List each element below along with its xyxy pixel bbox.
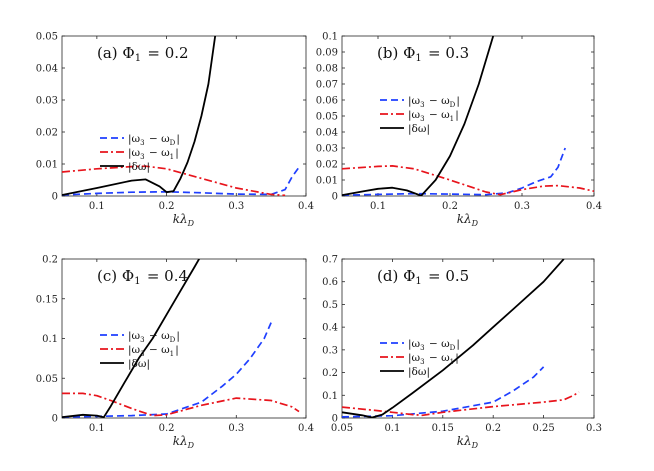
y-tick-label: 0.4 xyxy=(322,323,338,334)
legend-label: |ω3 − ωD | xyxy=(128,330,180,344)
x-axis-label: kλD xyxy=(457,434,480,450)
x-tick-label: 0.3 xyxy=(514,201,530,212)
panel-title: (a) Φ1 = 0.2 xyxy=(97,44,189,64)
panel-4: 0.05 0.1 0.15 0.2 0.25 0.3 0 0.1 0.2 0.3 0.4 0.5 0.6… xyxy=(322,255,602,451)
legend-label: |δω| xyxy=(408,123,430,136)
x-tick-label: 0.1 xyxy=(384,423,400,434)
y-tick-label: 0.04 xyxy=(316,128,338,139)
y-tick-label: 0.05 xyxy=(36,374,58,385)
panel-title: (c) Φ1 = 0.4 xyxy=(97,267,188,287)
y-tick-label: 0.05 xyxy=(316,112,338,123)
y-tick-label: 0.1 xyxy=(322,32,338,43)
y-tick-label: 0.5 xyxy=(322,300,338,311)
series-line-1 xyxy=(62,166,300,196)
panel-title: (b) Φ1 = 0.3 xyxy=(377,44,469,64)
x-tick-label: 0.05 xyxy=(331,423,353,434)
series-line-3 xyxy=(342,259,565,418)
y-tick-label: 0.06 xyxy=(316,96,338,107)
series-line-3 xyxy=(62,259,201,418)
series-line-2 xyxy=(62,392,300,417)
x-axis-label: kλD xyxy=(173,212,196,228)
y-tick-label: 0 xyxy=(52,192,58,203)
y-tick-label: 0.01 xyxy=(36,160,58,171)
legend-label: |δω| xyxy=(128,161,150,174)
series-line-1 xyxy=(342,366,545,418)
y-tick-label: 0.6 xyxy=(322,277,338,288)
y-tick-label: 0.09 xyxy=(316,48,338,59)
x-tick-label: 0.4 xyxy=(298,201,314,212)
x-axis-label: kλD xyxy=(457,212,480,228)
y-tick-label: 0.01 xyxy=(316,176,338,187)
y-tick-label: 0.3 xyxy=(322,345,338,356)
y-tick-label: 0 xyxy=(52,414,58,425)
y-tick-label: 0.03 xyxy=(36,96,58,107)
legend-label: |ω3 − ωD | xyxy=(408,95,460,109)
y-tick-label: 0.15 xyxy=(36,294,58,305)
y-tick-label: 0.02 xyxy=(36,128,58,139)
x-tick-label: 0.1 xyxy=(89,201,105,212)
axes-box xyxy=(341,258,595,419)
x-tick-label: 0.3 xyxy=(228,423,244,434)
x-tick-label: 0.4 xyxy=(586,201,602,212)
y-tick-label: 0 xyxy=(332,414,338,425)
legend-label: |ω3 − ω1 | xyxy=(408,352,459,366)
legend-label: |δω| xyxy=(128,358,150,371)
y-tick-label: 0.03 xyxy=(316,144,338,155)
x-tick-label: 0.2 xyxy=(159,201,175,212)
y-tick-label: 0.08 xyxy=(316,64,338,75)
legend-label: |ω3 − ω1 | xyxy=(128,344,179,358)
x-axis-label: kλD xyxy=(173,434,196,450)
x-tick-label: 0.25 xyxy=(532,423,554,434)
panel-title: (d) Φ1 = 0.5 xyxy=(377,267,469,287)
y-tick-label: 0.7 xyxy=(322,255,338,266)
y-tick-label: 0.2 xyxy=(42,255,58,266)
panel-2: 0.1 0.2 0.3 0.4 0 0.01 0.02 0.03 0.04 0.05 0.06 0.0… xyxy=(316,32,602,229)
y-tick-label: 0.02 xyxy=(316,160,338,171)
axes-box xyxy=(61,35,307,197)
y-tick-label: 0.05 xyxy=(36,32,58,43)
series-line-2 xyxy=(342,391,580,417)
x-tick-label: 0.15 xyxy=(432,423,454,434)
legend-label: |ω3 − ω1 | xyxy=(128,147,179,161)
y-tick-label: 0.1 xyxy=(322,391,338,402)
legend-label: |δω| xyxy=(408,366,430,379)
series-line-2 xyxy=(342,165,594,196)
series-line-3 xyxy=(342,36,495,196)
x-tick-label: 0.3 xyxy=(586,423,602,434)
legend-label: |ω3 − ωD | xyxy=(408,338,460,352)
y-tick-label: 0.07 xyxy=(316,80,338,91)
x-tick-label: 0.2 xyxy=(485,423,501,434)
legend-label: |ω3 − ω1 | xyxy=(408,109,459,123)
series-line-1 xyxy=(342,147,566,196)
y-tick-label: 0.1 xyxy=(42,334,58,345)
x-tick-label: 0.1 xyxy=(89,423,105,434)
y-tick-label: 0.2 xyxy=(322,368,338,379)
x-tick-label: 0.1 xyxy=(370,201,386,212)
y-tick-label: 0.04 xyxy=(36,64,58,75)
y-tick-label: 0 xyxy=(332,192,338,203)
series-line-3 xyxy=(62,36,217,196)
x-tick-label: 0.3 xyxy=(228,201,244,212)
series-line-1 xyxy=(62,322,272,418)
panel-1: 0.1 0.2 0.3 0.4 0 0.01 0.02 0.03 0.04 0.05 kλD (a)… xyxy=(36,32,314,229)
x-tick-label: 0.2 xyxy=(159,423,175,434)
x-tick-label: 0.4 xyxy=(298,423,314,434)
x-tick-label: 0.2 xyxy=(442,201,458,212)
legend-label: |ω3 − ωD | xyxy=(128,133,180,147)
